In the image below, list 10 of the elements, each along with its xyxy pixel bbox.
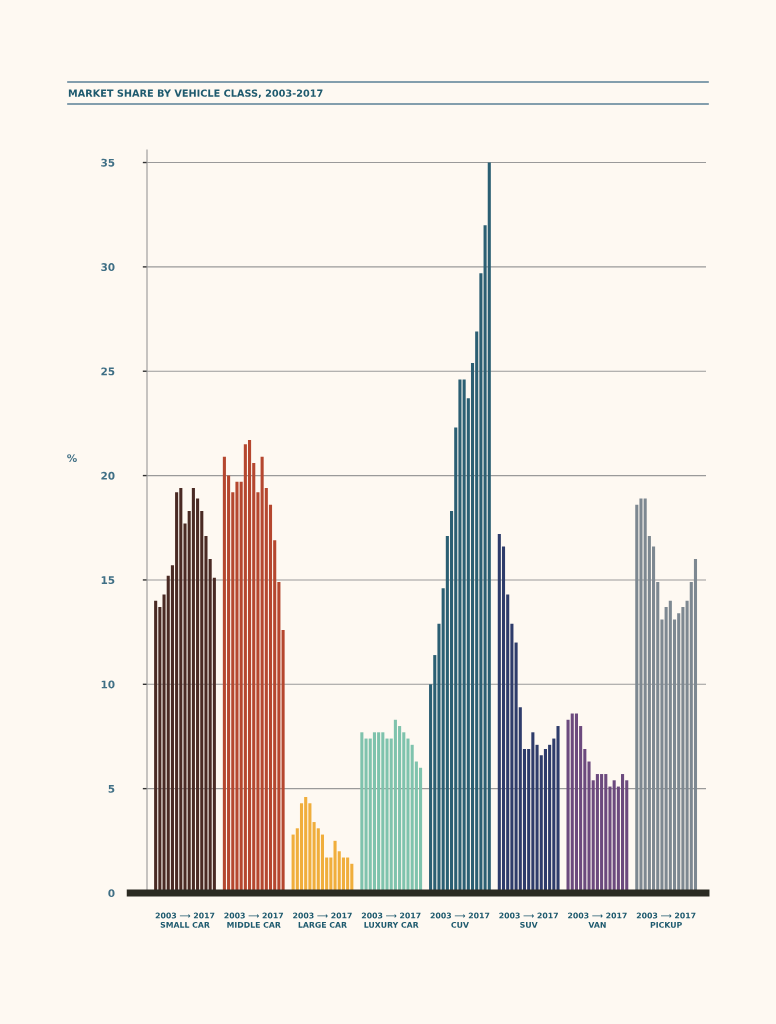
y-tick-label: 10: [101, 680, 115, 689]
y-tick-label: 0: [108, 889, 115, 898]
y-tick-label: 35: [101, 158, 115, 167]
y-axis-title: %: [67, 454, 77, 463]
y-tick-label: 20: [101, 471, 115, 480]
y-tick-label: 5: [108, 785, 115, 793]
y-tick-label: 15: [101, 576, 115, 585]
y-tick-label: 25: [101, 367, 115, 376]
chart-title: MARKET SHARE BY VEHICLE CLASS, 2003-2017: [68, 89, 323, 99]
y-tick-label: 30: [101, 263, 115, 271]
